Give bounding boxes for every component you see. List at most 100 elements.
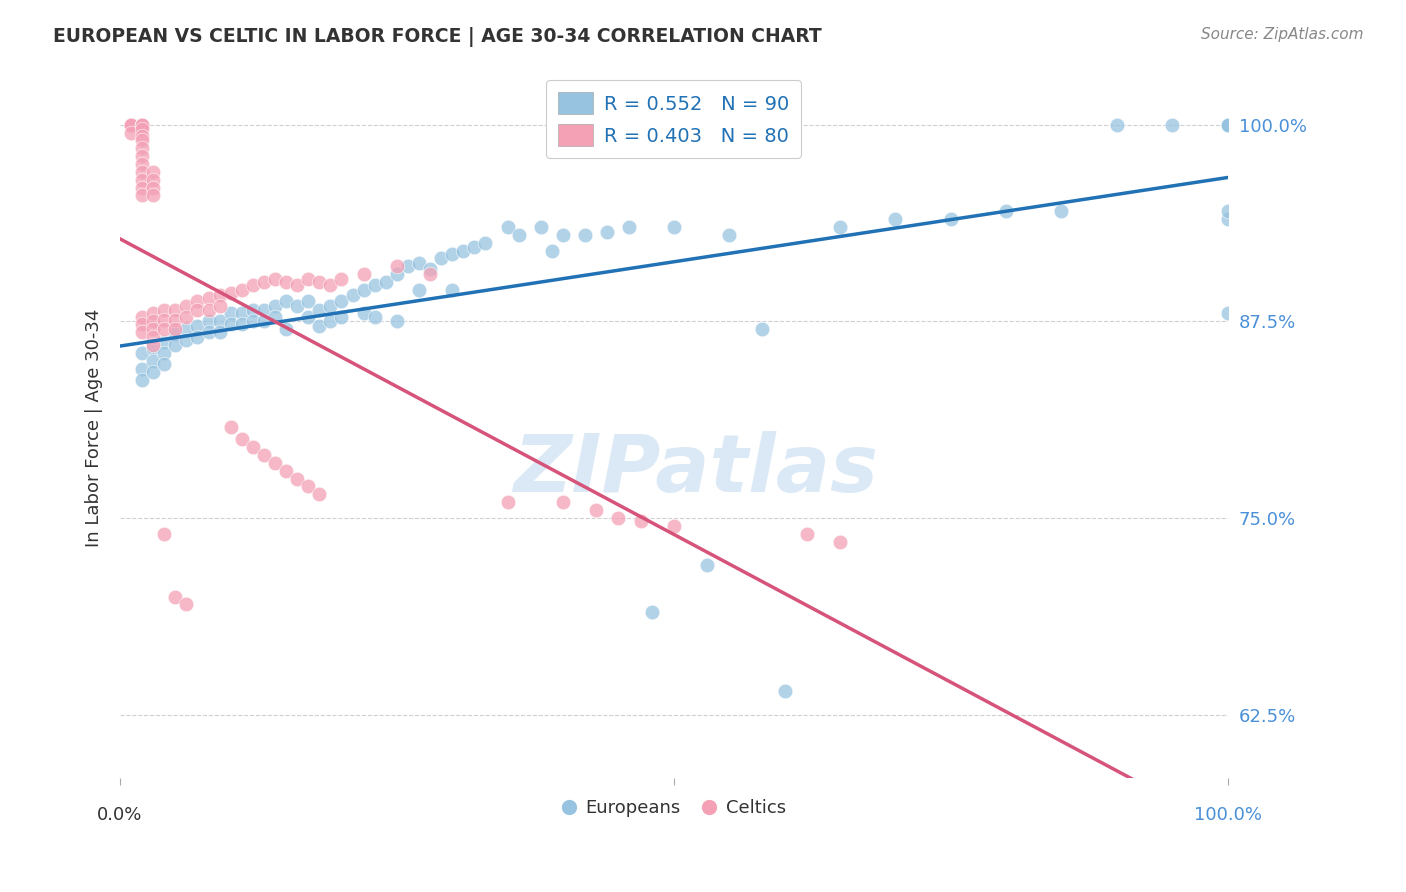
Point bbox=[308, 275, 330, 289]
Point bbox=[153, 303, 176, 318]
Point bbox=[1216, 118, 1239, 132]
Point bbox=[197, 291, 219, 305]
Point bbox=[208, 299, 231, 313]
Point bbox=[131, 345, 153, 359]
Point bbox=[364, 278, 387, 293]
Point bbox=[274, 293, 297, 308]
Legend: Europeans, Celtics: Europeans, Celtics bbox=[554, 792, 793, 824]
Point bbox=[253, 303, 276, 318]
Point bbox=[153, 526, 176, 541]
Point bbox=[142, 341, 165, 355]
Point bbox=[773, 684, 796, 698]
Point bbox=[165, 312, 187, 326]
Point bbox=[208, 314, 231, 328]
Point bbox=[131, 118, 153, 132]
Point bbox=[186, 318, 208, 333]
Point bbox=[197, 303, 219, 318]
Point bbox=[197, 314, 219, 328]
Point bbox=[463, 240, 485, 254]
Point bbox=[153, 322, 176, 336]
Point bbox=[131, 165, 153, 179]
Point bbox=[396, 259, 419, 273]
Point bbox=[165, 303, 187, 318]
Point bbox=[120, 118, 142, 132]
Text: ZIPatlas: ZIPatlas bbox=[513, 431, 879, 508]
Point bbox=[441, 283, 464, 297]
Point bbox=[330, 310, 353, 324]
Point bbox=[1216, 204, 1239, 219]
Point bbox=[142, 338, 165, 352]
Point bbox=[1216, 212, 1239, 227]
Point bbox=[419, 262, 441, 277]
Point bbox=[1216, 118, 1239, 132]
Point bbox=[153, 357, 176, 371]
Point bbox=[585, 503, 607, 517]
Point bbox=[619, 219, 641, 234]
Point bbox=[297, 272, 319, 286]
Point bbox=[242, 314, 264, 328]
Text: EUROPEAN VS CELTIC IN LABOR FORCE | AGE 30-34 CORRELATION CHART: EUROPEAN VS CELTIC IN LABOR FORCE | AGE … bbox=[53, 27, 823, 46]
Point bbox=[364, 310, 387, 324]
Point bbox=[884, 212, 907, 227]
Point bbox=[165, 590, 187, 604]
Point bbox=[131, 128, 153, 143]
Point bbox=[142, 165, 165, 179]
Point bbox=[131, 157, 153, 171]
Point bbox=[131, 141, 153, 155]
Point bbox=[1216, 306, 1239, 320]
Point bbox=[186, 303, 208, 318]
Point bbox=[274, 464, 297, 478]
Point bbox=[285, 299, 308, 313]
Point bbox=[274, 275, 297, 289]
Point bbox=[120, 118, 142, 132]
Point bbox=[219, 419, 242, 434]
Point bbox=[231, 432, 253, 446]
Point bbox=[231, 283, 253, 297]
Point bbox=[153, 334, 176, 349]
Point bbox=[319, 314, 342, 328]
Point bbox=[430, 252, 453, 266]
Point bbox=[530, 219, 553, 234]
Text: 100.0%: 100.0% bbox=[1194, 805, 1261, 823]
Point bbox=[939, 212, 962, 227]
Point bbox=[253, 448, 276, 462]
Point bbox=[419, 267, 441, 281]
Point bbox=[353, 267, 375, 281]
Point bbox=[374, 275, 396, 289]
Point bbox=[541, 244, 564, 258]
Point bbox=[142, 322, 165, 336]
Text: 0.0%: 0.0% bbox=[97, 805, 142, 823]
Point bbox=[1105, 118, 1128, 132]
Point bbox=[718, 227, 741, 242]
Point bbox=[662, 219, 685, 234]
Point bbox=[751, 322, 773, 336]
Point bbox=[197, 326, 219, 340]
Point bbox=[297, 293, 319, 308]
Point bbox=[120, 118, 142, 132]
Point bbox=[408, 256, 430, 270]
Point bbox=[453, 244, 475, 258]
Point bbox=[308, 487, 330, 501]
Point bbox=[319, 278, 342, 293]
Point bbox=[176, 333, 198, 347]
Point bbox=[242, 440, 264, 454]
Point bbox=[285, 278, 308, 293]
Point bbox=[120, 118, 142, 132]
Point bbox=[219, 285, 242, 300]
Point bbox=[342, 287, 364, 301]
Point bbox=[1216, 118, 1239, 132]
Point bbox=[441, 246, 464, 260]
Point bbox=[1216, 118, 1239, 132]
Point bbox=[253, 275, 276, 289]
Point bbox=[165, 338, 187, 352]
Point bbox=[165, 322, 187, 336]
Point bbox=[176, 310, 198, 324]
Point bbox=[1216, 118, 1239, 132]
Point bbox=[828, 534, 851, 549]
Point bbox=[131, 172, 153, 186]
Point bbox=[131, 361, 153, 376]
Point bbox=[995, 204, 1018, 219]
Point bbox=[120, 126, 142, 140]
Point bbox=[1216, 118, 1239, 132]
Point bbox=[142, 188, 165, 202]
